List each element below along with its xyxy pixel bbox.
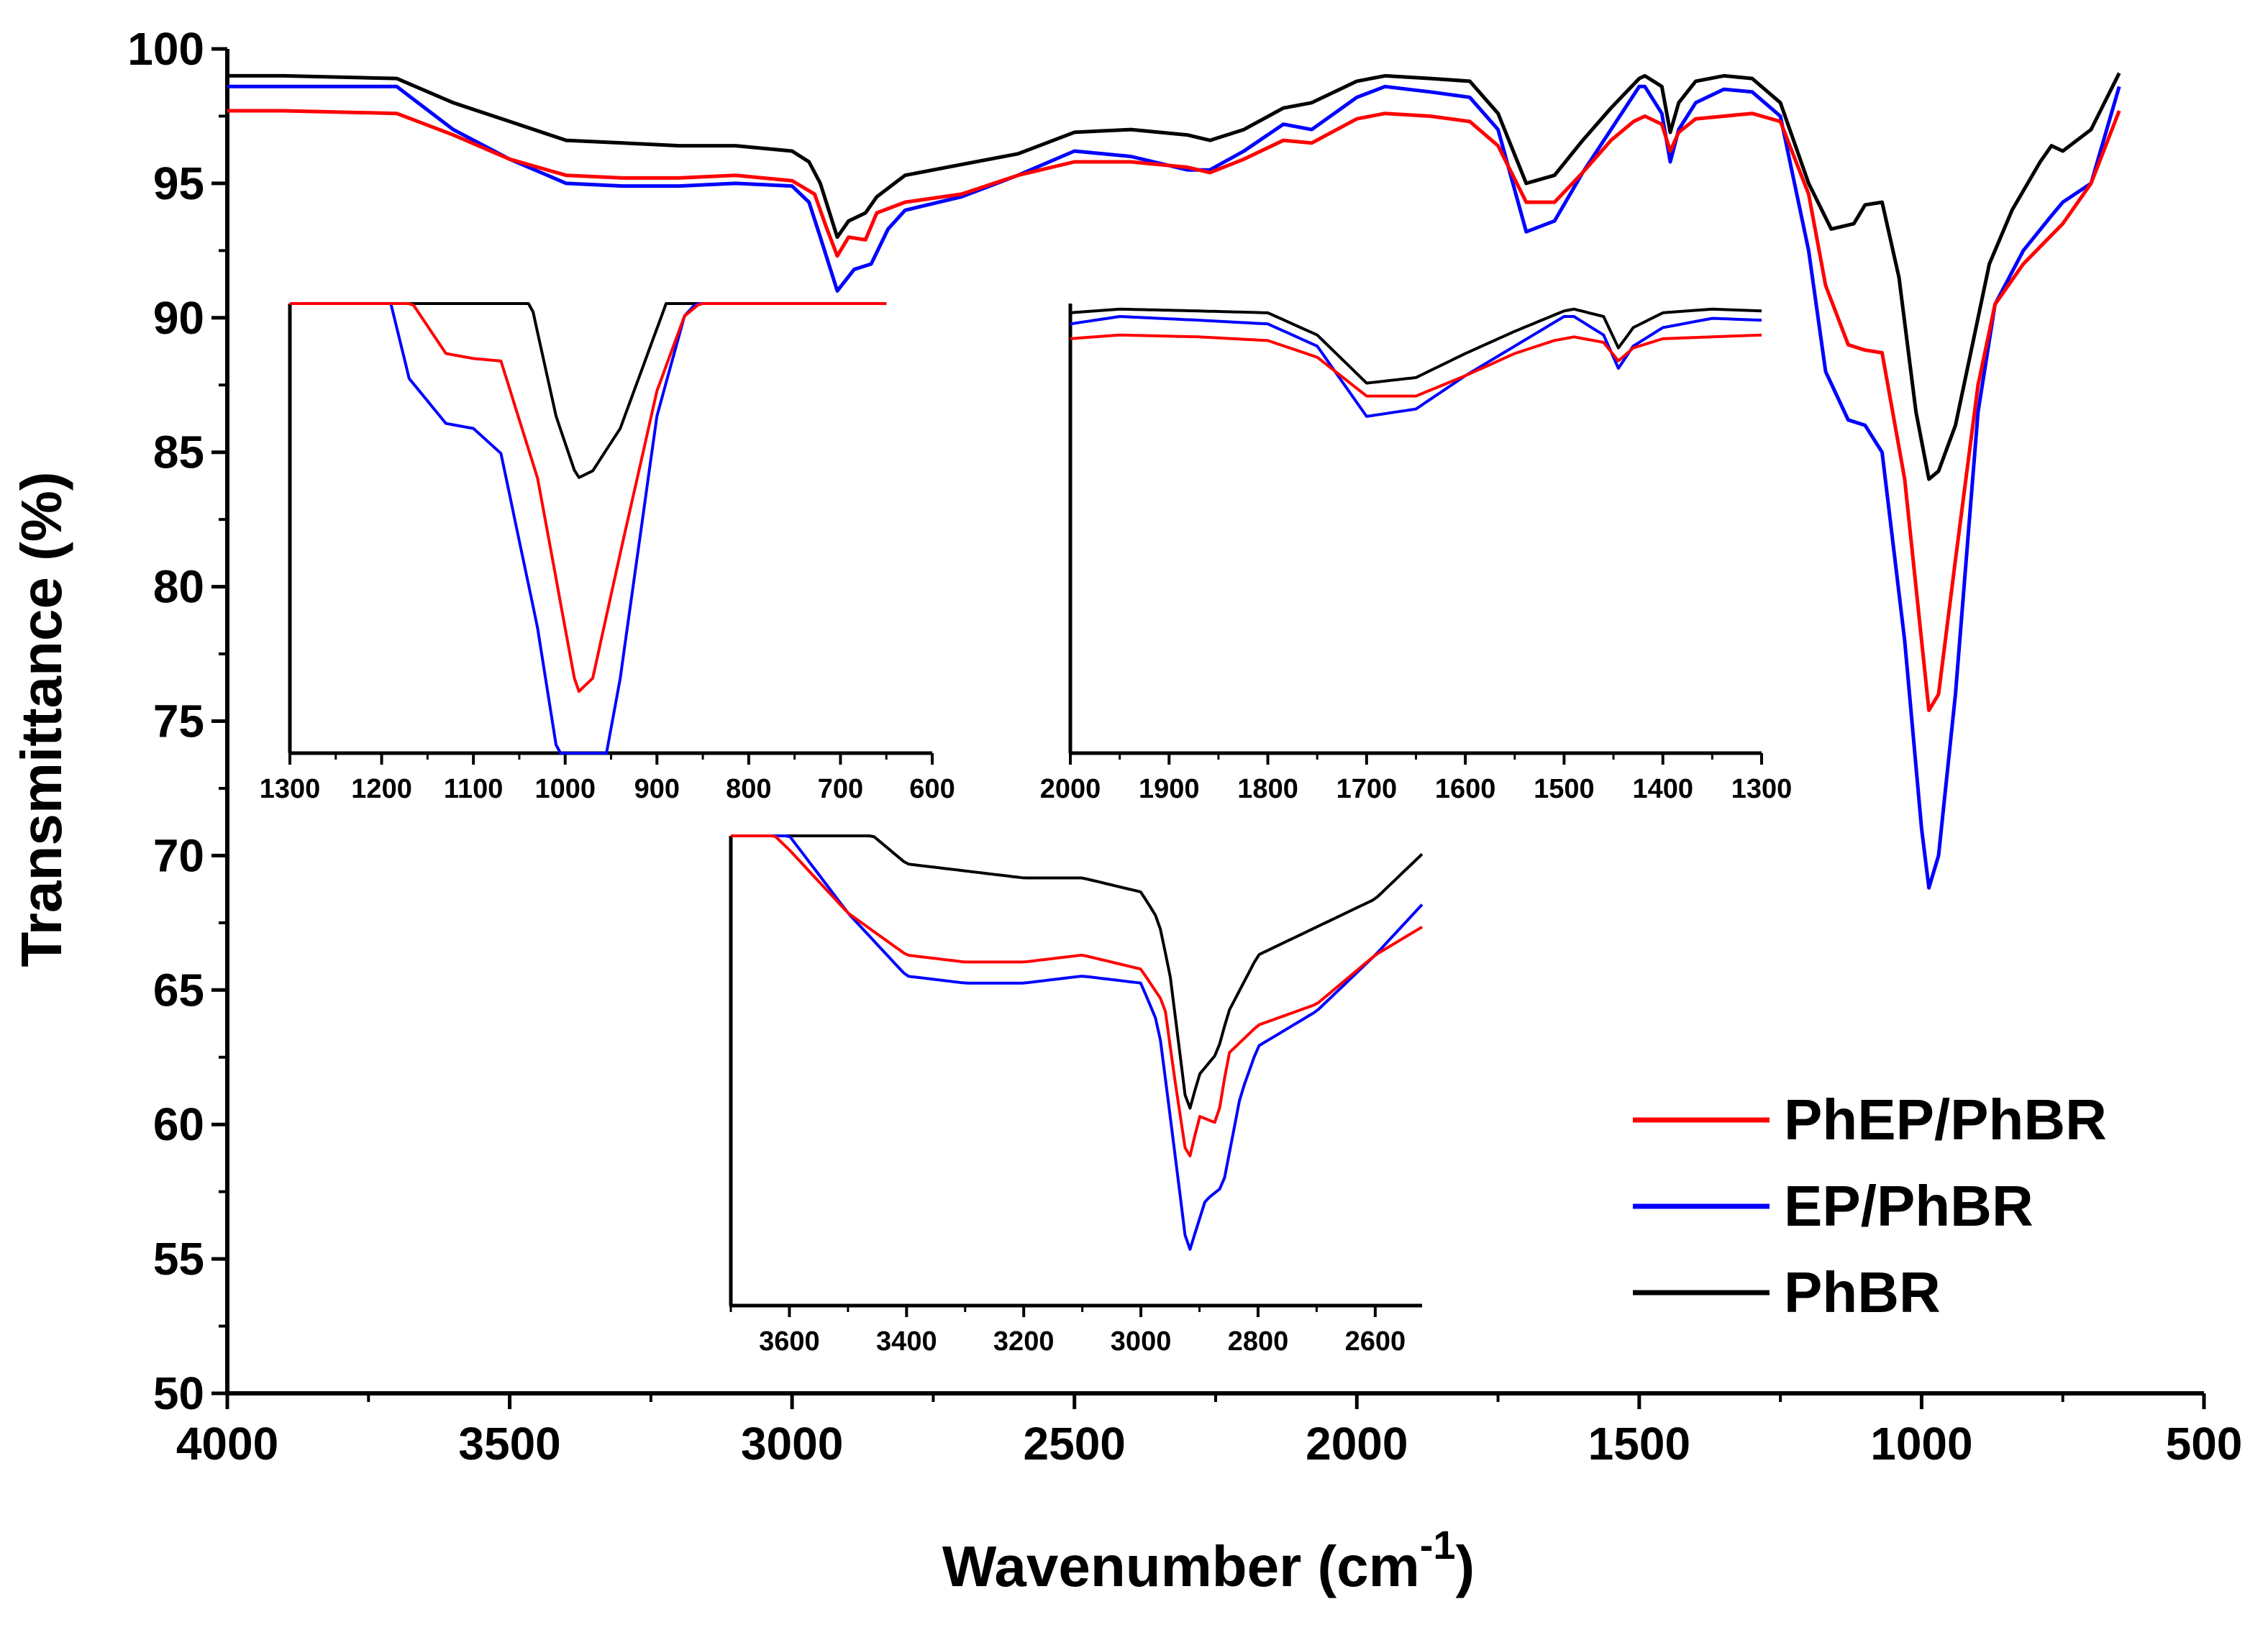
y-tick-label: 70: [153, 829, 204, 881]
legend: PhEP/PhBR EP/PhBR PhBR: [1633, 1088, 2107, 1324]
inset-x-tick-label: 3400: [876, 1326, 937, 1357]
inset-x-tick-label: 2000: [1040, 774, 1101, 804]
x-tick-label: 3500: [458, 1418, 560, 1470]
inset-x-tick-label: 1300: [260, 774, 321, 804]
legend-label-phbr: PhBR: [1784, 1260, 1941, 1324]
inset-x-tick-label: 3600: [759, 1326, 820, 1357]
inset-series-line-phep-phbr: [731, 834, 1424, 1157]
y-tick-label: 75: [153, 696, 204, 747]
inset-x-tick-label: 2600: [1345, 1326, 1406, 1357]
inset-x-tick-label: 3200: [993, 1326, 1055, 1357]
y-tick-label: 50: [153, 1367, 204, 1419]
x-tick-label: 4000: [176, 1418, 278, 1470]
series-line-ep-phbr: [227, 84, 2121, 890]
x-tick-label: 2000: [1306, 1418, 1408, 1470]
y-tick-label: 85: [153, 427, 204, 478]
legend-label-phep-phbr: PhEP/PhBR: [1784, 1088, 2107, 1152]
x-tick-label: 2500: [1024, 1418, 1126, 1470]
inset-series-line-phbr: [290, 302, 887, 479]
inset-fingerprint-region: 1300 1200 1100 1000 900 800 700 600: [260, 302, 955, 804]
inset-x-tick-label: 1400: [1632, 774, 1693, 804]
x-axis-title: Wavenumber (cm-1): [942, 1522, 1475, 1598]
inset-ch-stretch-region: 3600 3400 3200 3000 2800 2600: [729, 834, 1424, 1357]
inset-series-line-phbr: [731, 834, 1424, 1110]
inset-x-tick-label: 2800: [1228, 1326, 1289, 1357]
y-tick-label: 90: [153, 292, 204, 344]
inset-x-tick-label: 1800: [1237, 774, 1298, 804]
inset-x-tick-label: 1500: [1534, 774, 1595, 804]
inset-x-tick-label: 900: [634, 774, 680, 804]
inset-series-line-phbr: [1070, 307, 1762, 385]
x-tick-label: 3000: [741, 1418, 843, 1470]
inset-x-tick-label: 1200: [351, 774, 412, 804]
inset-x-tick-label: 1000: [534, 774, 596, 804]
legend-label-ep-phbr: EP/PhBR: [1784, 1174, 2034, 1238]
series-line-phep-phbr: [227, 109, 2121, 712]
inset-carbonyl-region: 2000 1900 1800 1700 1600 1500 1400 1300: [1040, 304, 1793, 804]
inset-x-tick-label: 1300: [1731, 774, 1793, 804]
inset-x-tick-label: 700: [818, 774, 863, 804]
x-tick-label: 500: [2166, 1418, 2243, 1470]
y-tick-label: 65: [153, 964, 204, 1016]
inset-x-tick-label: 600: [909, 774, 955, 804]
x-tick-label: 1500: [1588, 1418, 1690, 1470]
x-tick-label: 1000: [1870, 1418, 1972, 1470]
y-tick-label: 95: [153, 158, 204, 209]
y-axis-title: Transmittance (%): [9, 471, 73, 967]
inset-x-tick-label: 800: [726, 774, 771, 804]
inset-x-tick-label: 1100: [444, 774, 503, 804]
main-plot: 50 55 60 65 70 75 80 85 90 95 100 4000 3500 3000 2500 2…: [127, 23, 2242, 1470]
x-axis-title-sup: -1: [1420, 1522, 1456, 1567]
y-tick-label: 55: [153, 1233, 204, 1285]
inset-x-tick-label: 1900: [1139, 774, 1200, 804]
y-tick-label: 100: [127, 23, 204, 75]
inset-x-tick-label: 1700: [1336, 774, 1398, 804]
y-tick-label: 80: [153, 561, 204, 613]
x-axis-title-suffix: ): [1456, 1534, 1475, 1598]
series-line-phbr: [227, 72, 2121, 481]
inset-x-tick-label: 3000: [1111, 1326, 1172, 1357]
inset-series-line-ep-phbr: [1070, 315, 1762, 418]
x-axis-title-main: Wavenumber (cm: [942, 1534, 1420, 1598]
inset-series-line-phep-phbr: [1070, 333, 1762, 398]
y-tick-label: 60: [153, 1098, 204, 1150]
inset-x-tick-label: 1600: [1435, 774, 1496, 804]
inset-series-line-phep-phbr: [290, 302, 887, 693]
inset-series-line-ep-phbr: [290, 302, 887, 755]
